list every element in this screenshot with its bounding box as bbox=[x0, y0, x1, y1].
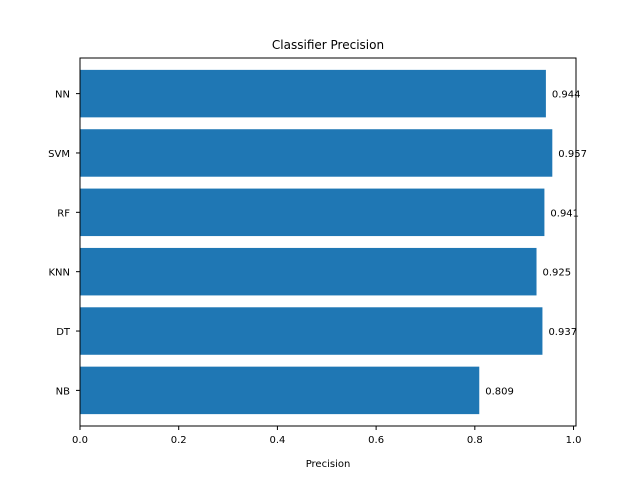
x-tick-label-1: 0.2 bbox=[171, 435, 187, 446]
data-label-nn: 0.944 bbox=[552, 90, 581, 101]
data-label-rf: 0.941 bbox=[550, 208, 579, 219]
x-tick-label-2: 0.4 bbox=[269, 435, 285, 446]
y-tick-label-nn: NN bbox=[55, 90, 70, 101]
chart-title: Classifier Precision bbox=[272, 38, 384, 52]
data-label-nb: 0.809 bbox=[485, 386, 514, 397]
y-tick-labels: NN SVM RF KNN DT NB bbox=[48, 90, 80, 397]
bar-svm bbox=[80, 129, 553, 177]
y-tick-label-svm: SVM bbox=[48, 149, 70, 160]
data-label-knn: 0.925 bbox=[543, 268, 572, 279]
data-label-dt: 0.937 bbox=[548, 327, 577, 338]
data-label-svm: 0.957 bbox=[558, 149, 587, 160]
x-tick-label-5: 1.0 bbox=[566, 435, 582, 446]
bar-nn bbox=[80, 69, 546, 118]
y-tick-label-rf: RF bbox=[57, 208, 70, 219]
bars-group: 0.944 0.957 0.941 0.925 0.937 0.809 bbox=[80, 69, 587, 415]
y-tick-label-nb: NB bbox=[56, 386, 70, 397]
x-tick-label-0: 0.0 bbox=[72, 435, 88, 446]
x-tick-label-4: 0.8 bbox=[467, 435, 483, 446]
bar-nb bbox=[80, 366, 480, 415]
plot-frame bbox=[79, 57, 577, 427]
x-tick-label-3: 0.6 bbox=[368, 435, 384, 446]
x-axis: 0.0 0.2 0.4 0.6 0.8 1.0 bbox=[72, 426, 581, 446]
bar-rf bbox=[80, 188, 545, 237]
y-tick-label-dt: DT bbox=[56, 327, 71, 338]
y-tick-label-knn: KNN bbox=[48, 268, 70, 279]
x-axis-label: Precision bbox=[306, 459, 351, 470]
bar-knn bbox=[80, 247, 537, 296]
bar-dt bbox=[80, 307, 543, 355]
